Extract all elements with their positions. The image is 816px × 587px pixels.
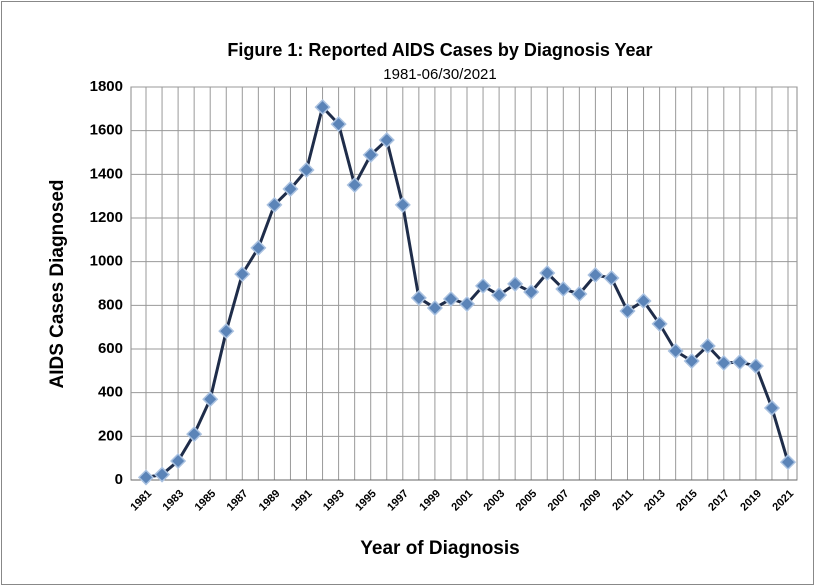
data-point (137, 469, 155, 486)
data-point (491, 287, 508, 304)
data-point (571, 285, 588, 303)
data-point (635, 292, 652, 310)
chart-title: Figure 1: Reported AIDS Cases by Diagnos… (227, 40, 652, 60)
data-point (362, 146, 379, 163)
data-point (250, 239, 267, 256)
data-point (153, 466, 171, 483)
y-tick-label: 1600 (90, 122, 123, 139)
data-point (683, 352, 700, 370)
y-tick-label: 1800 (90, 78, 123, 95)
data-point (202, 391, 219, 408)
data-point (587, 266, 604, 284)
data-point (763, 399, 781, 417)
plot-area (130, 86, 798, 481)
y-tick-label: 800 (98, 296, 123, 313)
data-point (314, 99, 331, 116)
data-point (699, 337, 716, 355)
data-point (282, 180, 299, 198)
data-point (667, 342, 684, 360)
data-point (234, 266, 251, 283)
data-point (603, 269, 620, 287)
data-point (458, 295, 476, 313)
y-tick-label: 600 (98, 340, 123, 357)
y-tick-label: 1400 (90, 165, 123, 182)
data-point (170, 452, 187, 470)
data-point (218, 323, 235, 340)
data-point (266, 196, 283, 213)
y-tick-label: 200 (98, 427, 123, 444)
x-axis-title: Year of Diagnosis (360, 538, 519, 559)
data-point (539, 264, 556, 282)
data-point (731, 354, 748, 371)
data-point (394, 196, 411, 213)
y-tick-label: 1000 (90, 253, 123, 270)
data-point (619, 302, 636, 320)
data-point (378, 131, 395, 149)
y-tick-label: 400 (98, 384, 123, 401)
data-point (330, 116, 347, 133)
data-point (346, 176, 363, 194)
y-axis-title: AIDS Cases Diagnosed (47, 179, 68, 388)
data-point (555, 280, 572, 298)
data-point (186, 426, 203, 443)
data-point (747, 357, 764, 375)
y-tick-label: 0 (115, 471, 123, 488)
chart-subtitle: 1981-06/30/2021 (383, 66, 496, 83)
data-point (410, 289, 427, 306)
data-point (651, 315, 668, 332)
data-point (298, 161, 315, 179)
data-point (507, 275, 524, 292)
y-tick-label: 1200 (90, 209, 123, 226)
data-point (523, 283, 540, 301)
data-point (715, 354, 732, 372)
data-point (442, 290, 460, 308)
data-point (474, 277, 492, 294)
data-point (426, 299, 443, 317)
data-point (779, 454, 797, 471)
